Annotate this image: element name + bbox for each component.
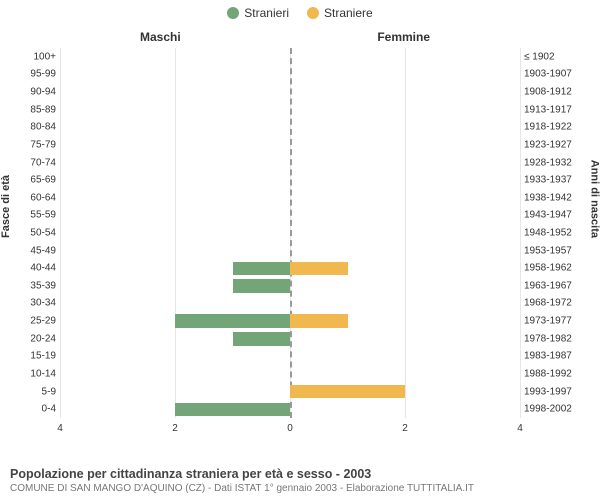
- table-row: [60, 401, 520, 419]
- legend-item-male: Stranieri: [227, 6, 289, 20]
- ytick-age: 90-94: [22, 87, 56, 98]
- swatch-female: [307, 7, 319, 19]
- ytick-age: 50-54: [22, 228, 56, 239]
- table-row: [60, 66, 520, 84]
- column-title-male: Maschi: [140, 30, 181, 44]
- gridline: [520, 48, 521, 418]
- ytick-birth: ≤ 1902: [524, 51, 586, 62]
- table-row: [60, 101, 520, 119]
- xtick: 2: [172, 423, 178, 434]
- ytick-birth: 1913-1917: [524, 104, 586, 115]
- ytick-birth: 1953-1957: [524, 245, 586, 256]
- table-row: [60, 189, 520, 207]
- ytick-age: 100+: [22, 51, 56, 62]
- xtick: 0: [287, 423, 293, 434]
- ytick-birth: 1963-1967: [524, 280, 586, 291]
- xtick: 2: [402, 423, 408, 434]
- ytick-age: 95-99: [22, 69, 56, 80]
- ytick-birth: 1973-1977: [524, 316, 586, 327]
- footer: Popolazione per cittadinanza straniera p…: [10, 467, 590, 494]
- swatch-male: [227, 7, 239, 19]
- legend-label-female: Straniere: [324, 6, 373, 20]
- ytick-age: 65-69: [22, 175, 56, 186]
- ytick-birth: 1993-1997: [524, 386, 586, 397]
- legend-item-female: Straniere: [307, 6, 373, 20]
- xtick: 4: [517, 423, 523, 434]
- ytick-age: 85-89: [22, 104, 56, 115]
- table-row: [60, 154, 520, 172]
- ytick-age: 75-79: [22, 139, 56, 150]
- legend: Stranieri Straniere: [0, 0, 600, 20]
- xtick: 4: [57, 423, 63, 434]
- table-row: [60, 119, 520, 137]
- bar-male: [233, 332, 291, 345]
- chart: Maschi Femmine Fasce di età Anni di nasc…: [0, 28, 600, 448]
- ytick-age: 10-14: [22, 368, 56, 379]
- ytick-birth: 1923-1927: [524, 139, 586, 150]
- ytick-birth: 1988-1992: [524, 368, 586, 379]
- bar-female: [290, 314, 348, 327]
- ytick-birth: 1968-1972: [524, 298, 586, 309]
- ytick-birth: 1998-2002: [524, 404, 586, 415]
- table-row: [60, 242, 520, 260]
- table-row: [60, 330, 520, 348]
- ytick-birth: 1943-1947: [524, 210, 586, 221]
- ytick-birth: 1903-1907: [524, 69, 586, 80]
- ytick-age: 45-49: [22, 245, 56, 256]
- bar-female: [290, 262, 348, 275]
- ytick-birth: 1908-1912: [524, 87, 586, 98]
- ytick-age: 80-84: [22, 122, 56, 133]
- bar-male: [175, 314, 290, 327]
- ytick-age: 0-4: [22, 404, 56, 415]
- table-row: [60, 312, 520, 330]
- table-row: [60, 171, 520, 189]
- bar-male: [233, 279, 291, 292]
- ytick-age: 40-44: [22, 263, 56, 274]
- table-row: [60, 207, 520, 225]
- ytick-age: 60-64: [22, 192, 56, 203]
- footer-title: Popolazione per cittadinanza straniera p…: [10, 467, 590, 481]
- ytick-birth: 1983-1987: [524, 351, 586, 362]
- ytick-age: 5-9: [22, 386, 56, 397]
- table-row: [60, 48, 520, 66]
- bar-male: [175, 403, 290, 416]
- ytick-birth: 1948-1952: [524, 228, 586, 239]
- ytick-birth: 1958-1962: [524, 263, 586, 274]
- table-row: [60, 383, 520, 401]
- y-axis-label-right: Anni di nascita: [588, 160, 600, 238]
- ytick-birth: 1933-1937: [524, 175, 586, 186]
- ytick-age: 25-29: [22, 316, 56, 327]
- ytick-age: 70-74: [22, 157, 56, 168]
- bar-rows: [60, 48, 520, 418]
- table-row: [60, 224, 520, 242]
- ytick-age: 15-19: [22, 351, 56, 362]
- footer-subtitle: COMUNE DI SAN MANGO D'AQUINO (CZ) - Dati…: [10, 483, 590, 494]
- bar-female: [290, 385, 405, 398]
- y-axis-label-left: Fasce di età: [0, 175, 12, 238]
- ytick-birth: 1978-1982: [524, 333, 586, 344]
- ytick-age: 20-24: [22, 333, 56, 344]
- ytick-age: 35-39: [22, 280, 56, 291]
- legend-label-male: Stranieri: [244, 6, 289, 20]
- ytick-birth: 1938-1942: [524, 192, 586, 203]
- table-row: [60, 348, 520, 366]
- table-row: [60, 277, 520, 295]
- ytick-age: 30-34: [22, 298, 56, 309]
- table-row: [60, 83, 520, 101]
- plot-area: [60, 48, 520, 418]
- table-row: [60, 260, 520, 278]
- bar-male: [233, 262, 291, 275]
- table-row: [60, 295, 520, 313]
- table-row: [60, 365, 520, 383]
- ytick-birth: 1918-1922: [524, 122, 586, 133]
- ytick-age: 55-59: [22, 210, 56, 221]
- ytick-birth: 1928-1932: [524, 157, 586, 168]
- table-row: [60, 136, 520, 154]
- column-title-female: Femmine: [377, 30, 430, 44]
